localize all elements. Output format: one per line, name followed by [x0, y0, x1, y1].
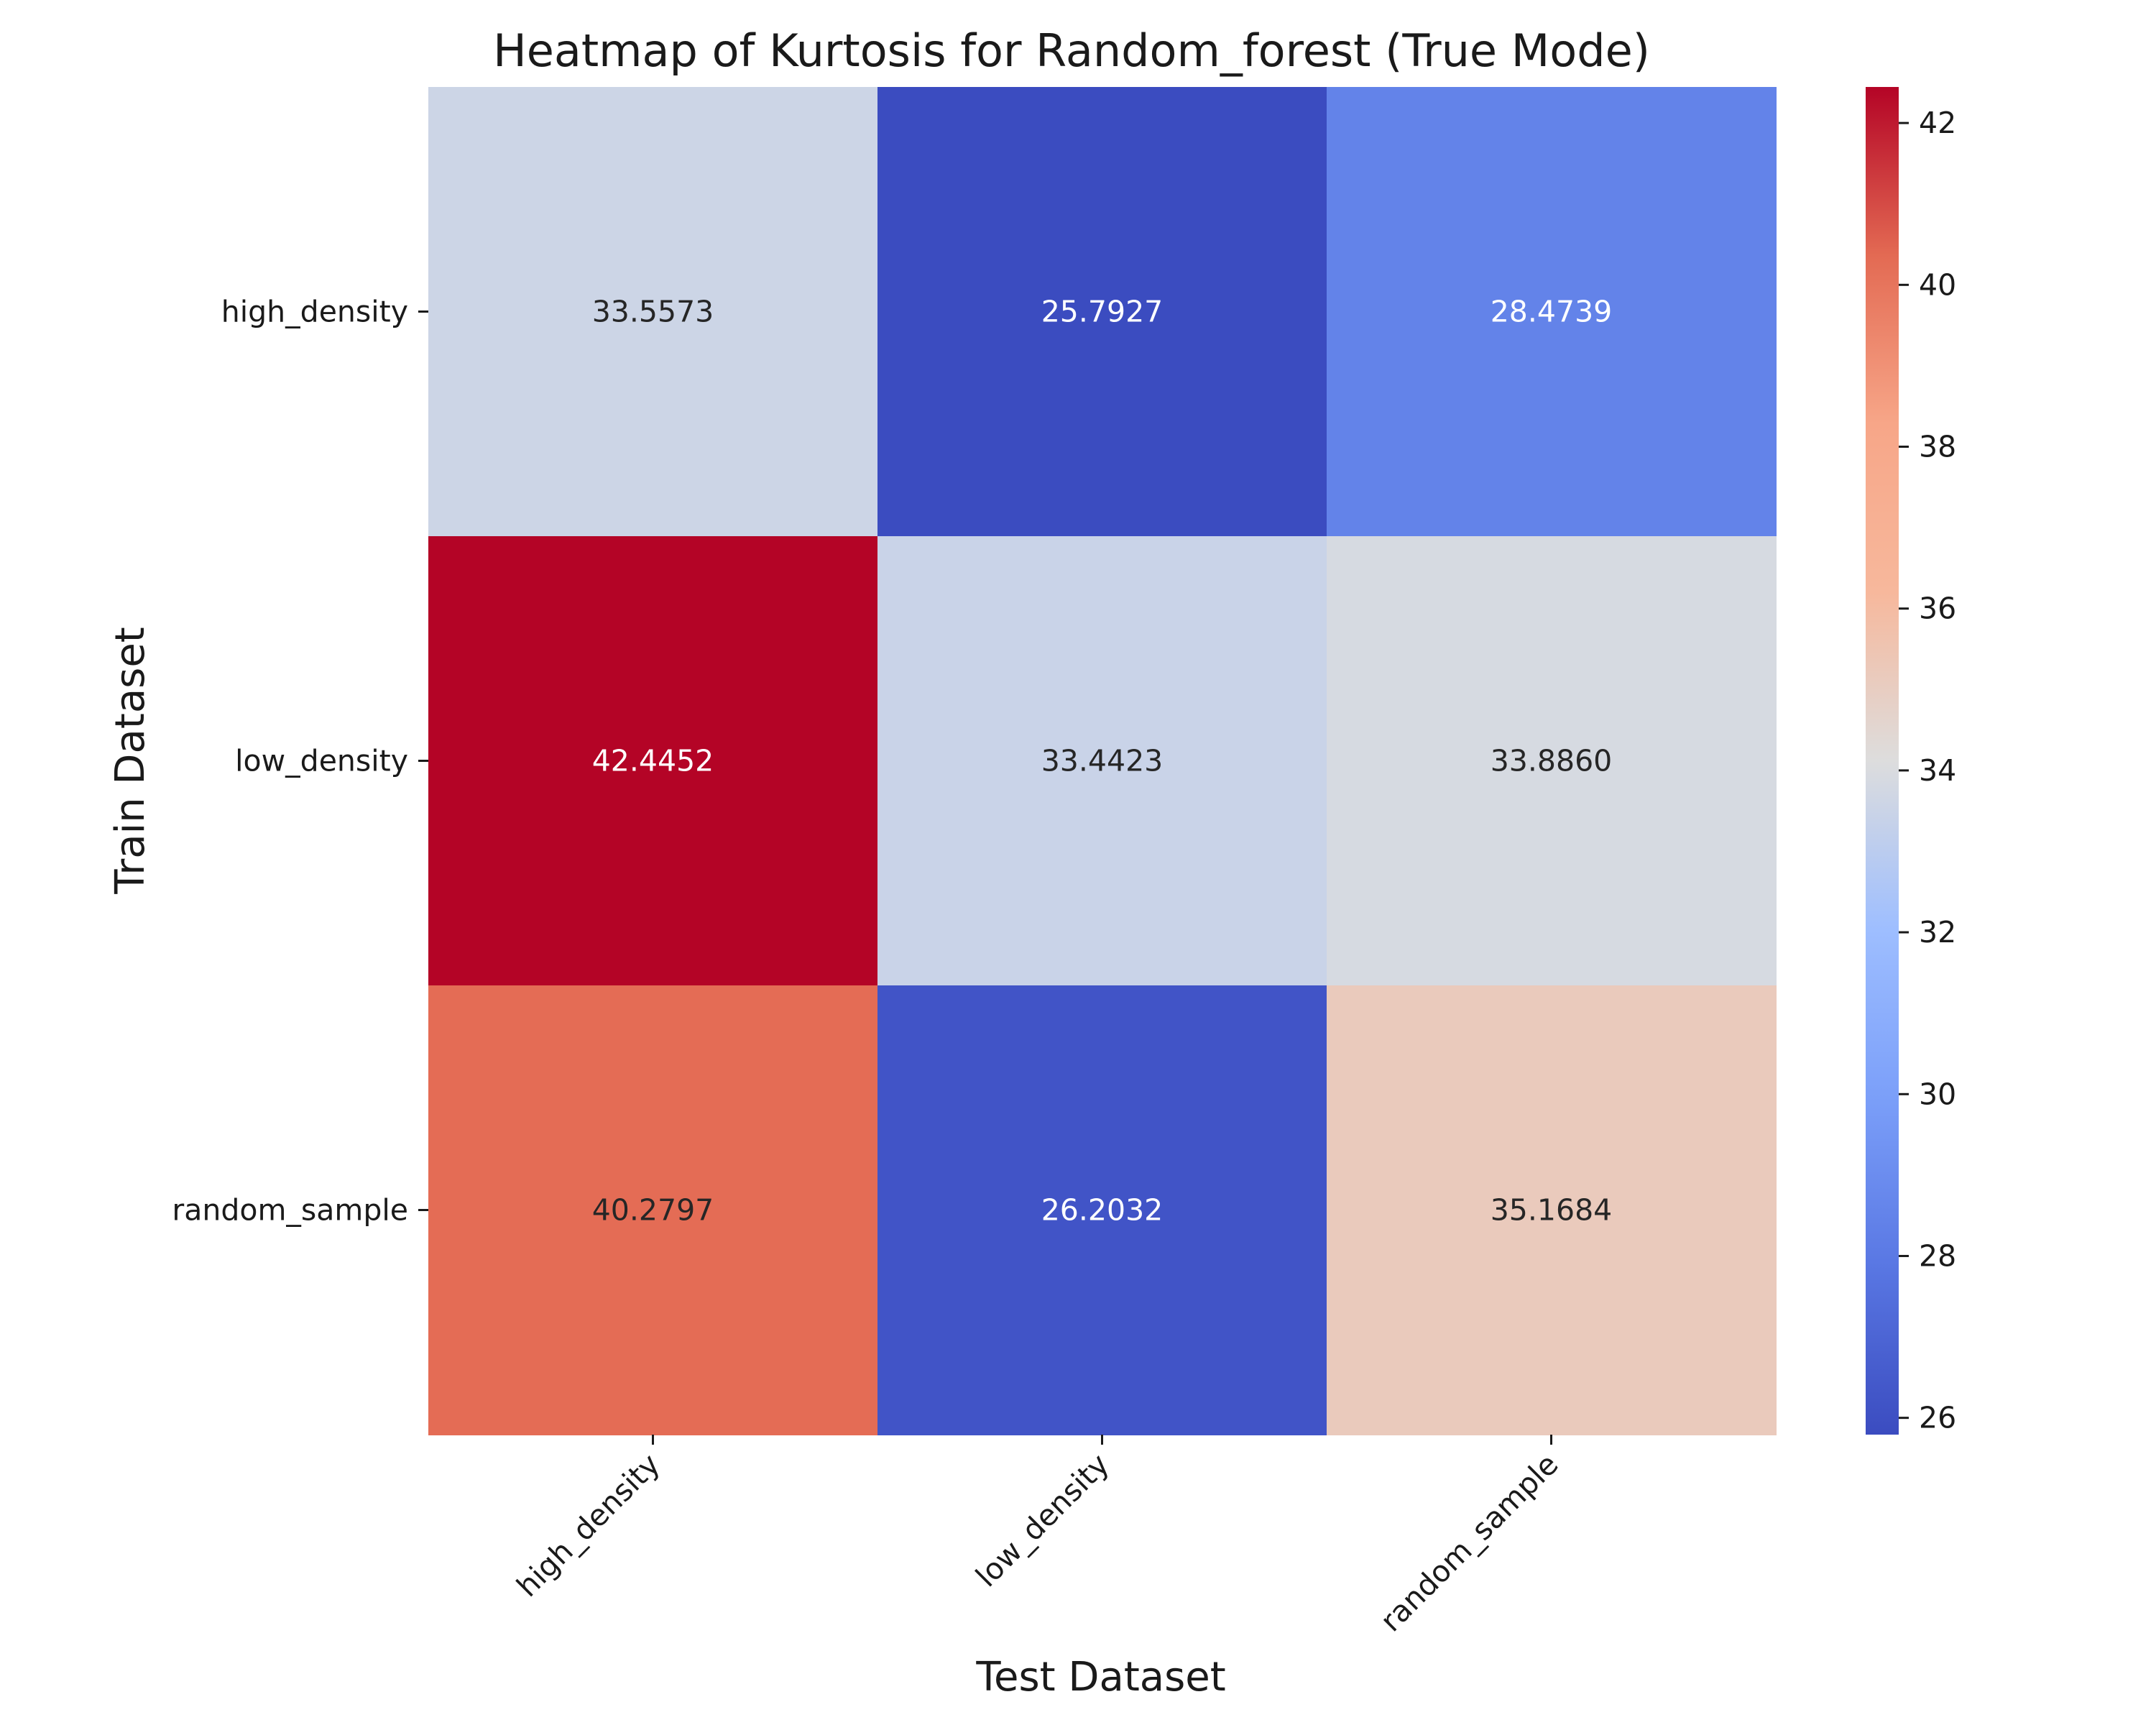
x-tick-label: low_density — [969, 1447, 1115, 1593]
x-tick-label: high_density — [510, 1447, 667, 1604]
x-tick-label: random_sample — [1373, 1447, 1565, 1638]
cell-value-label: 42.4452 — [592, 744, 714, 778]
heatmap-cell — [877, 87, 1327, 537]
x-axis-ticks: high_density low_density random_sample — [510, 1435, 1565, 1638]
heatmap-cell — [1327, 985, 1777, 1435]
y-axis-label: Train Dataset — [107, 627, 154, 894]
heatmap-cell — [877, 985, 1327, 1435]
colorbar-tick-label: 38 — [1919, 430, 1956, 464]
cell-value-label: 28.4739 — [1491, 295, 1613, 329]
colorbar-tick-label: 26 — [1919, 1401, 1956, 1435]
heatmap-cell — [428, 985, 878, 1435]
colorbar-tick-label: 32 — [1919, 915, 1956, 949]
y-tick-label: random_sample — [172, 1193, 408, 1228]
colorbar — [1866, 87, 1899, 1435]
heatmap-cell — [428, 87, 878, 537]
colorbar-ticks: 26 28 30 32 34 36 38 40 42 — [1899, 106, 1956, 1435]
y-tick-label: high_density — [221, 295, 408, 329]
heatmap-cells — [428, 87, 1777, 1435]
y-axis-ticks: high_density low_density random_sample — [172, 295, 428, 1228]
colorbar-tick-label: 42 — [1919, 106, 1956, 140]
cell-value-label: 33.5573 — [592, 295, 714, 329]
cell-value-label: 33.4423 — [1041, 744, 1164, 778]
colorbar-tick-label: 40 — [1919, 267, 1956, 302]
heatmap-value-labels: 33.5573 25.7927 28.4739 42.4452 33.4423 33.88… — [592, 295, 1613, 1228]
colorbar-tick-label: 30 — [1919, 1077, 1956, 1111]
heatmap-cell — [877, 536, 1327, 986]
cell-value-label: 33.8860 — [1491, 744, 1613, 778]
y-tick-label: low_density — [235, 744, 408, 778]
colorbar-tick-label: 28 — [1919, 1238, 1956, 1273]
heatmap-cell — [428, 536, 878, 986]
cell-value-label: 26.2032 — [1041, 1193, 1164, 1228]
cell-value-label: 35.1684 — [1491, 1193, 1613, 1228]
chart-title: Heatmap of Kurtosis for Random_forest (T… — [493, 24, 1650, 77]
colorbar-tick-label: 36 — [1919, 592, 1956, 626]
cell-value-label: 40.2797 — [592, 1193, 714, 1228]
heatmap-cell — [1327, 536, 1777, 986]
cell-value-label: 25.7927 — [1041, 295, 1164, 329]
x-axis-label: Test Dataset — [975, 1654, 1225, 1701]
colorbar-tick-label: 34 — [1919, 753, 1956, 788]
heatmap-cell — [1327, 87, 1777, 537]
